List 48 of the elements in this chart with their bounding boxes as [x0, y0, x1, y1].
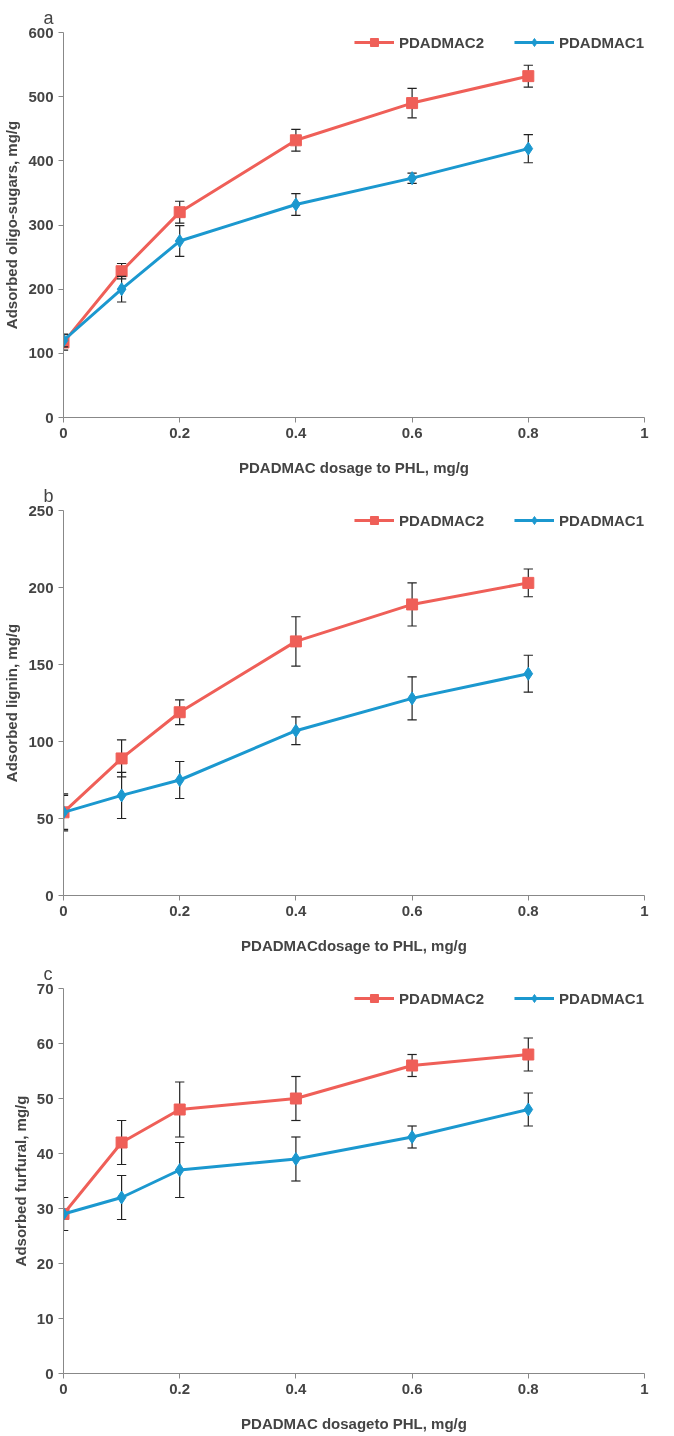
y-tick-label: 60: [36, 1034, 54, 1052]
y-tick-label: 200: [28, 280, 54, 298]
y-tick-label: 100: [28, 344, 54, 362]
x-tick-label: 0.8: [517, 1379, 539, 1397]
y-tick-label: 50: [36, 809, 54, 827]
x-tick-label: 0.4: [285, 901, 307, 919]
y-axis-title: Adsorbed furfural, mg/g: [11, 1095, 29, 1267]
y-tick-label: 20: [36, 1254, 54, 1272]
x-tick-label: 1: [640, 901, 649, 919]
y-tick-label: 30: [36, 1199, 54, 1217]
x-axis-title: PDADMAC dosage to PHL, mg/g: [239, 458, 470, 476]
y-tick-label: 300: [28, 216, 54, 233]
y-tick-label: 0: [45, 1364, 54, 1382]
y-tick-label: 100: [28, 732, 54, 750]
x-tick-label: 0.8: [517, 901, 539, 919]
y-tick-label: 50: [36, 1089, 54, 1107]
x-tick-label: 0: [59, 423, 68, 441]
legend-label: PDADMAC1: [558, 511, 644, 529]
y-tick-label: 10: [36, 1309, 54, 1327]
x-tick-label: 0.2: [169, 901, 191, 919]
x-tick-label: 0.6: [401, 901, 423, 919]
y-tick-label: 200: [28, 578, 54, 596]
x-tick-label: 0: [59, 1379, 68, 1397]
x-tick-label: 0.6: [401, 423, 423, 441]
x-tick-label: 1: [640, 423, 649, 441]
x-tick-label: 0.6: [401, 1379, 423, 1397]
x-tick-label: 0.2: [169, 423, 191, 441]
legend-label: PDADMAC2: [398, 511, 484, 529]
legend-label: PDADMAC2: [398, 33, 484, 51]
x-tick-label: 1: [640, 1379, 649, 1397]
x-axis-title: PDADMACdosage to PHL, mg/g: [241, 936, 467, 954]
y-tick-label: 40: [36, 1144, 54, 1162]
y-tick-label: 400: [28, 151, 54, 169]
x-tick-label: 0.8: [517, 423, 539, 441]
legend-label: PDADMAC1: [558, 33, 644, 51]
y-axis-title: Adsorbed oligo-sugars, mg/g: [3, 120, 21, 330]
y-tick-label: 500: [28, 87, 54, 105]
y-axis-title: Adsorbed lignin, mg/g: [3, 623, 21, 783]
legend-label: PDADMAC2: [398, 989, 484, 1007]
x-tick-label: 0: [59, 901, 68, 919]
y-tick-label: 0: [45, 408, 54, 426]
legend-label: PDADMAC1: [558, 989, 644, 1007]
x-tick-label: 0.4: [285, 1379, 307, 1397]
y-tick-label: 150: [28, 655, 54, 673]
x-axis-title: PDADMAC dosageto PHL, mg/g: [241, 1414, 467, 1432]
y-tick-label: 0: [45, 886, 54, 904]
x-tick-label: 0.4: [285, 423, 307, 441]
x-tick-label: 0.2: [169, 1379, 191, 1397]
